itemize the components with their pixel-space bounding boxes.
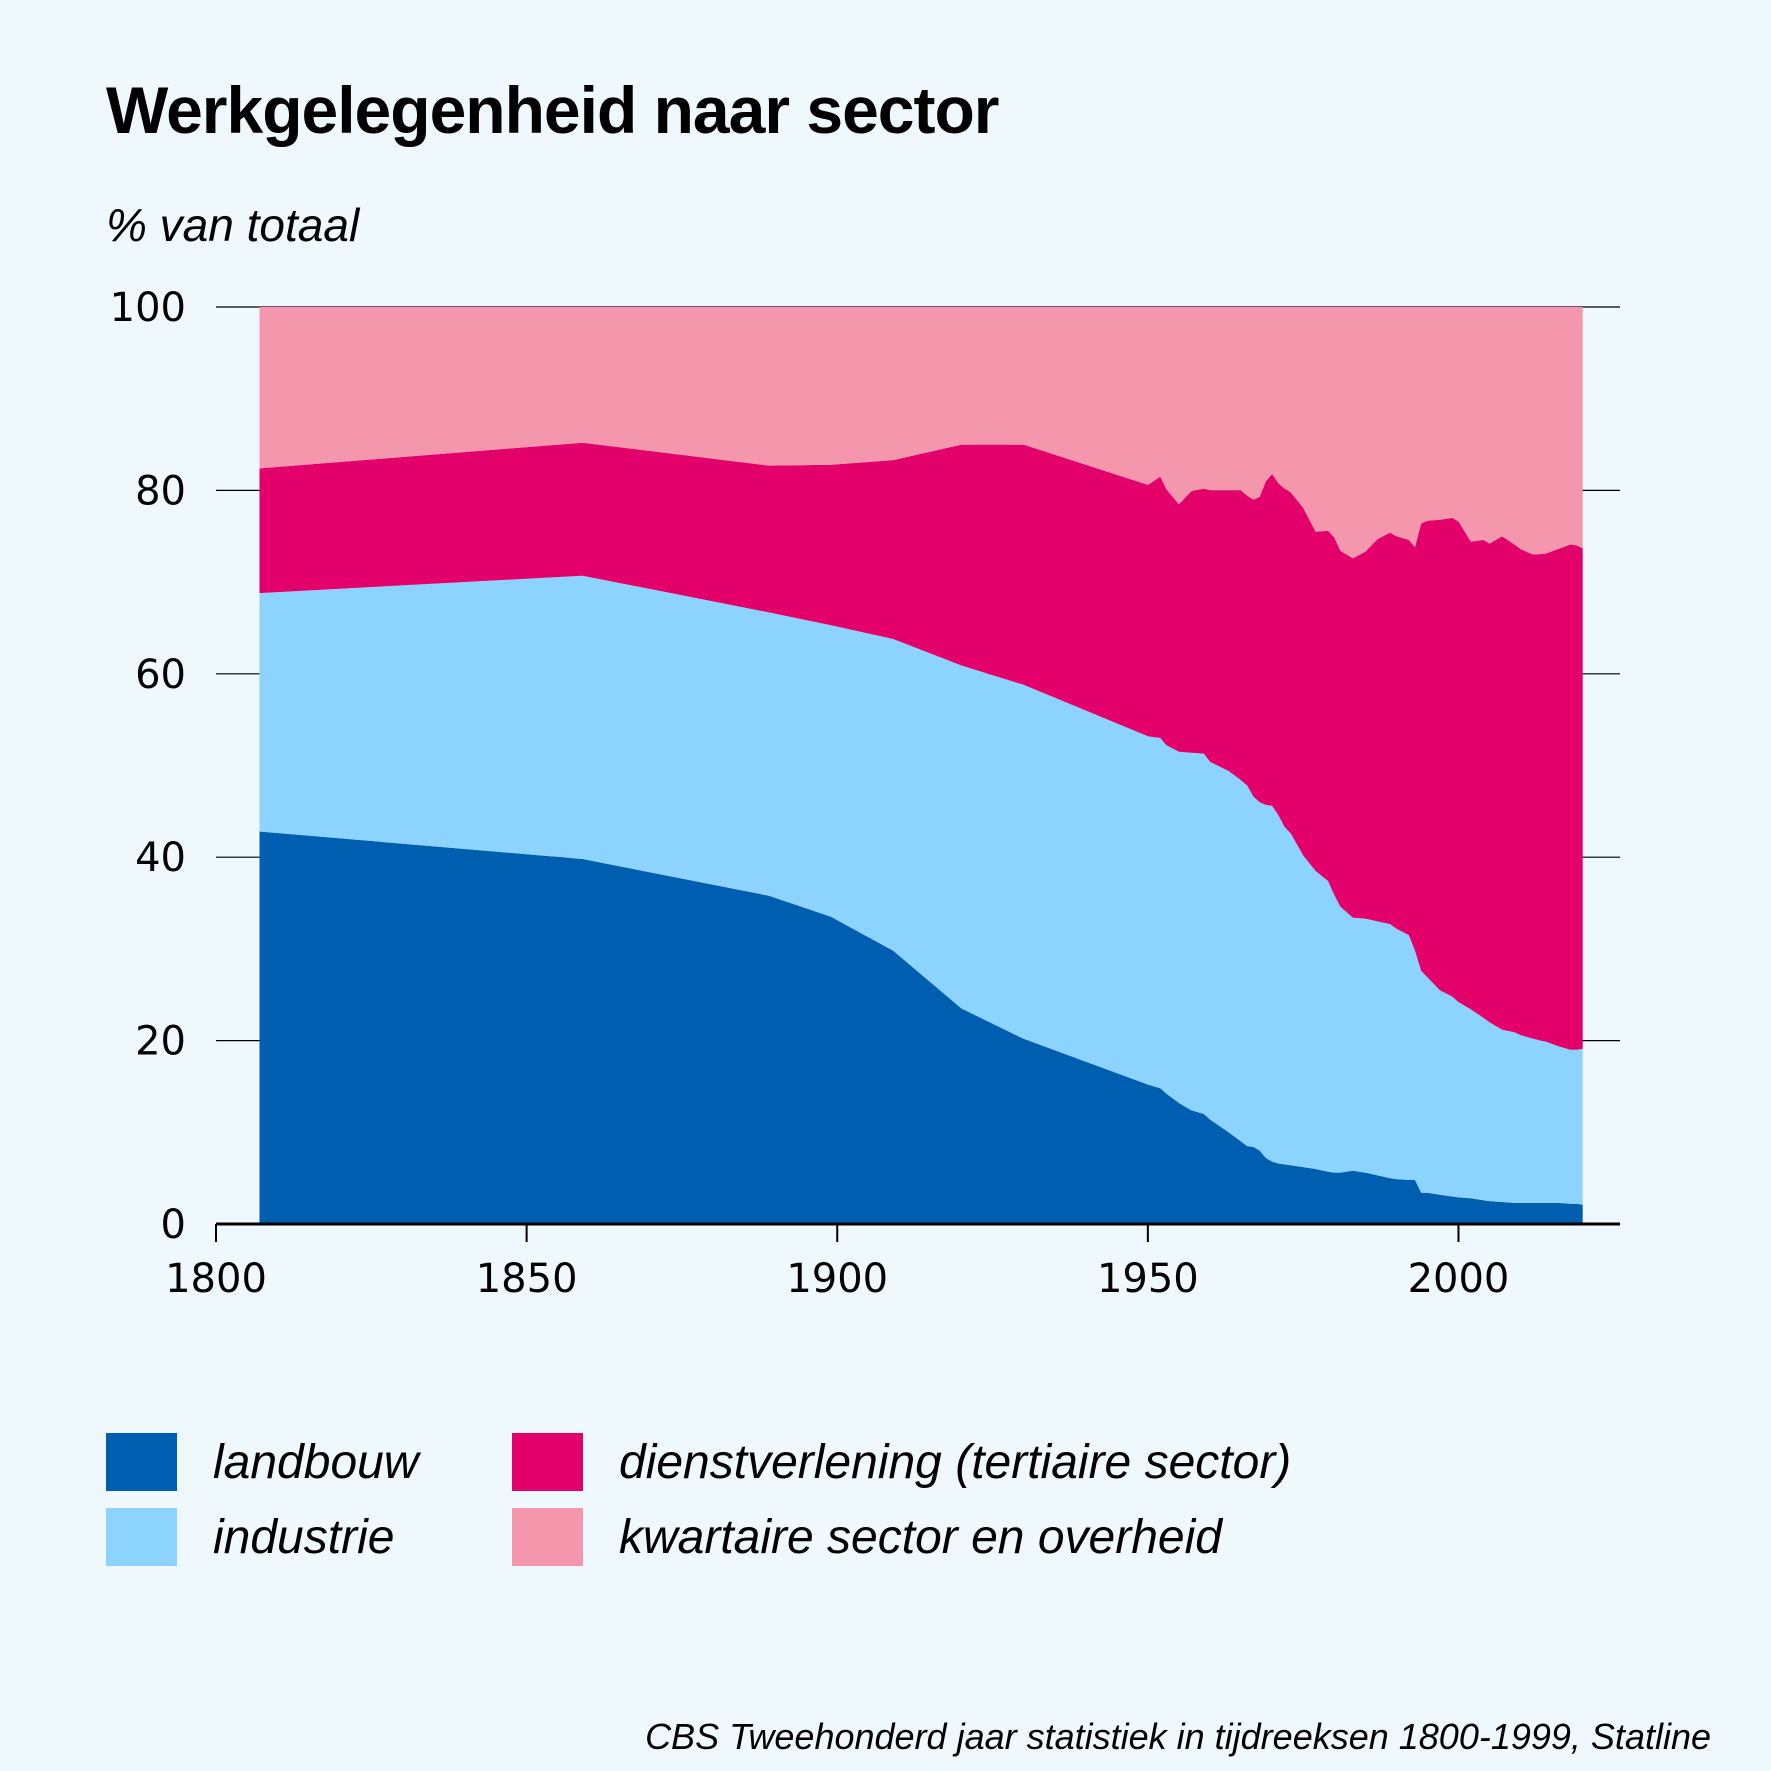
x-tick-label-1850: 1850 xyxy=(476,1256,578,1302)
x-tick-label-1900: 1900 xyxy=(786,1256,888,1302)
area-dienstverlening xyxy=(259,442,1583,1050)
y-tick-label-20: 20 xyxy=(135,1019,186,1065)
area-kwartair xyxy=(259,307,1583,559)
area-industrie xyxy=(259,575,1583,1205)
chart-title: Werkgelegenheid naar sector xyxy=(106,73,999,147)
y-tick-label-0: 0 xyxy=(161,1202,186,1248)
legend-label-industrie: industrie xyxy=(213,1510,395,1564)
x-tick-label-1950: 1950 xyxy=(1097,1256,1199,1302)
area-landbouw xyxy=(259,831,1583,1224)
legend-item-kwartair: kwartaire sector en overheid xyxy=(512,1507,1222,1567)
legend: landbouw industrie dienstverlening (tert… xyxy=(106,1432,1706,1572)
legend-item-industrie: industrie xyxy=(106,1507,394,1567)
y-tick-label-100: 100 xyxy=(110,285,186,331)
x-tick-label-1800: 1800 xyxy=(165,1256,267,1302)
y-axis-label: % van totaal xyxy=(106,199,360,251)
legend-label-dienstverlening: dienstverlening (tertiaire sector) xyxy=(619,1435,1292,1489)
legend-swatch-dienstverlening xyxy=(512,1433,583,1491)
legend-swatch-industrie xyxy=(106,1508,177,1566)
legend-swatch-kwartair xyxy=(512,1508,583,1566)
y-tick-label-60: 60 xyxy=(135,652,186,698)
legend-label-kwartair: kwartaire sector en overheid xyxy=(619,1510,1222,1564)
source-note: CBS Tweehonderd jaar statistiek in tijdr… xyxy=(645,1716,1711,1757)
legend-item-dienstverlening: dienstverlening (tertiaire sector) xyxy=(512,1432,1291,1492)
y-tick-label-40: 40 xyxy=(135,835,186,881)
legend-swatch-landbouw xyxy=(106,1433,177,1491)
y-tick-label-80: 80 xyxy=(135,468,186,514)
legend-label-landbouw: landbouw xyxy=(213,1435,419,1489)
legend-item-landbouw: landbouw xyxy=(106,1432,419,1492)
x-tick-label-2000: 2000 xyxy=(1408,1256,1510,1302)
